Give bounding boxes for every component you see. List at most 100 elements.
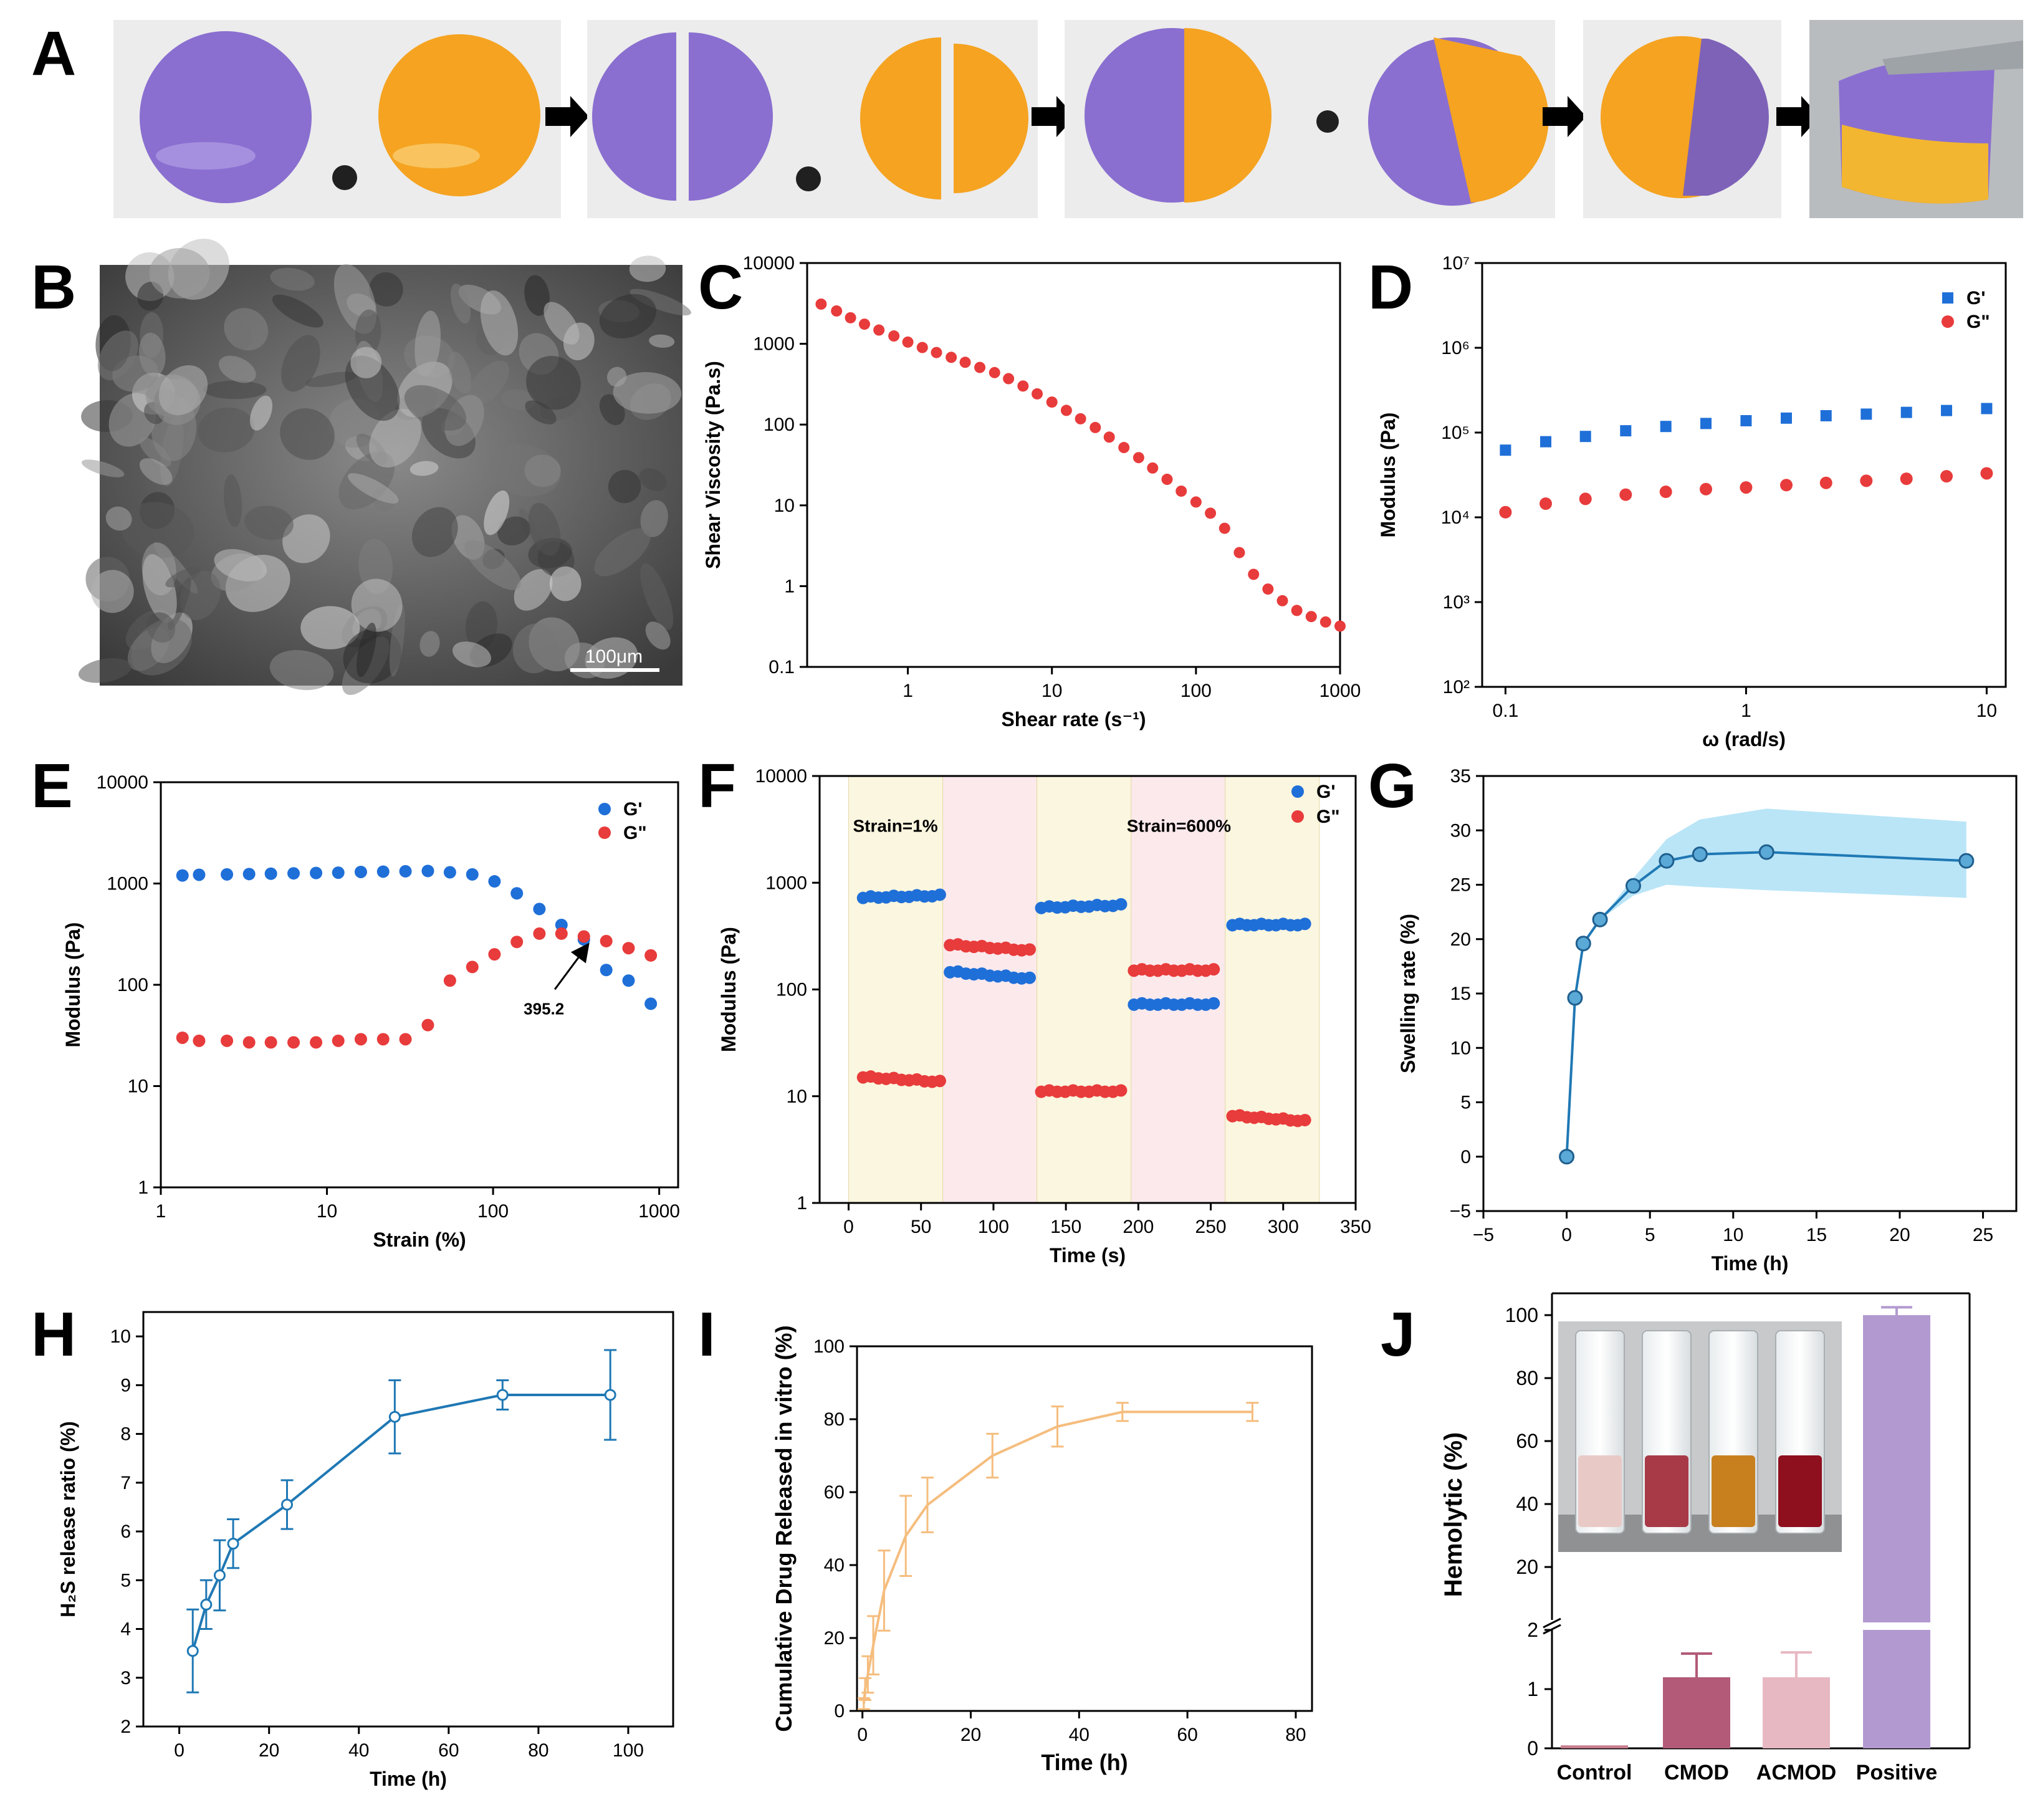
chart-g: −5 0 5 10 15 20 25 −5 0 5 10 15 20 25 30 35 Time (h) Swel… bbox=[1397, 766, 2018, 1275]
y-tick-label: 40 bbox=[1516, 1493, 1538, 1515]
data-point bbox=[1540, 436, 1551, 448]
sem-texture bbox=[78, 238, 691, 695]
y-tick-label: 60 bbox=[1516, 1430, 1538, 1452]
annotation-label: 395.2 bbox=[524, 999, 564, 1018]
data-point bbox=[310, 866, 323, 879]
y-tick-label: 1 bbox=[797, 1193, 807, 1214]
sem-pore bbox=[484, 490, 510, 535]
data-point bbox=[1659, 853, 1675, 869]
x-tick-label: 0 bbox=[843, 1217, 854, 1237]
sem-pore bbox=[640, 563, 674, 630]
data-point bbox=[1060, 405, 1072, 416]
data-point bbox=[1075, 413, 1086, 424]
legend-label: G" bbox=[1966, 312, 1990, 332]
data-point bbox=[242, 1036, 256, 1049]
sem-pore bbox=[639, 468, 667, 491]
sem-pore bbox=[272, 294, 323, 328]
data-point bbox=[1579, 431, 1591, 443]
axis-break-gap bbox=[1543, 1620, 1561, 1629]
panel-letter-e: E bbox=[31, 751, 73, 821]
sem-pore bbox=[158, 365, 208, 416]
x-tick-label: 100 bbox=[477, 1201, 509, 1222]
x-tick-label: 1000 bbox=[1319, 681, 1361, 701]
y-tick-label: 5 bbox=[120, 1570, 131, 1591]
data-point bbox=[1860, 474, 1873, 487]
data-point bbox=[1176, 485, 1187, 497]
sem-pore bbox=[369, 272, 403, 307]
x-tick-label: −5 bbox=[1473, 1225, 1494, 1245]
data-point bbox=[466, 868, 479, 881]
data-point bbox=[1567, 990, 1583, 1006]
x-tick-label: 100 bbox=[613, 1740, 644, 1761]
data-point bbox=[1860, 408, 1872, 420]
data-point bbox=[644, 997, 658, 1010]
sem-pore bbox=[549, 566, 582, 601]
data-point bbox=[1900, 406, 1912, 418]
data-point bbox=[1248, 568, 1260, 580]
y-tick-label: 20 bbox=[1516, 1556, 1538, 1578]
x-tick-label: 200 bbox=[1123, 1217, 1154, 1237]
data-point bbox=[600, 934, 613, 947]
y-axis-label: Modulus (Pa) bbox=[62, 922, 84, 1048]
legend-label: G" bbox=[1316, 807, 1340, 827]
sem-pore bbox=[544, 302, 580, 345]
y-tick-label: 1000 bbox=[753, 334, 795, 355]
data-point bbox=[577, 930, 590, 943]
x-axis-label: Time (s) bbox=[1050, 1244, 1126, 1267]
panel-letter-g: G bbox=[1368, 751, 1417, 821]
y-tick-label: 15 bbox=[1450, 984, 1471, 1004]
legend-label: G' bbox=[623, 799, 642, 820]
y-axis-label: Swelling rate (%) bbox=[1397, 914, 1419, 1073]
y-tick-label: 10⁵ bbox=[1441, 423, 1470, 443]
data-point bbox=[1114, 898, 1128, 911]
sem-pore bbox=[524, 275, 550, 316]
data-point bbox=[287, 1036, 300, 1049]
legend-marker bbox=[598, 826, 611, 839]
x-tick-label: 25 bbox=[1973, 1225, 1993, 1245]
data-point bbox=[242, 868, 256, 881]
panel-a: A bbox=[31, 19, 2023, 218]
data-point bbox=[1625, 878, 1641, 894]
sem-pore bbox=[97, 330, 138, 381]
data-point bbox=[1692, 846, 1708, 863]
bar bbox=[1763, 1677, 1830, 1748]
data-point bbox=[622, 974, 635, 987]
sem-pore bbox=[419, 631, 440, 657]
y-tick-label: 10 bbox=[787, 1086, 807, 1107]
data-point bbox=[815, 298, 827, 310]
category-label: Control bbox=[1557, 1761, 1632, 1784]
panel-letter-a: A bbox=[31, 19, 76, 89]
y-tick-label: 100 bbox=[117, 975, 148, 995]
tube-liquid bbox=[1712, 1455, 1755, 1527]
data-point bbox=[1579, 492, 1592, 505]
data-point bbox=[510, 936, 524, 949]
legend-label: G" bbox=[623, 823, 647, 843]
x-axis-label: Shear rate (s⁻¹) bbox=[1001, 708, 1146, 730]
bar bbox=[1863, 1315, 1930, 1622]
data-point bbox=[600, 964, 613, 977]
data-point bbox=[354, 865, 367, 878]
data-point bbox=[888, 330, 900, 342]
sem-pore bbox=[467, 360, 509, 407]
data-point bbox=[1133, 452, 1144, 464]
data-point bbox=[845, 312, 856, 323]
data-point bbox=[421, 1018, 434, 1032]
plot-frame bbox=[142, 1311, 674, 1728]
sem-pore bbox=[165, 567, 201, 588]
sem-pore bbox=[91, 570, 134, 613]
sem-pore bbox=[526, 355, 581, 410]
y-tick-label: 25 bbox=[1450, 875, 1471, 896]
x-tick-label: 300 bbox=[1268, 1217, 1299, 1237]
x-tick-label: 60 bbox=[438, 1740, 459, 1761]
data-point bbox=[287, 867, 300, 880]
data-point bbox=[1046, 396, 1058, 408]
sem-pore bbox=[203, 380, 267, 400]
data-point bbox=[193, 1034, 206, 1047]
x-tick-label: 1 bbox=[156, 1201, 166, 1222]
category-label: CMOD bbox=[1664, 1761, 1729, 1784]
data-point bbox=[831, 305, 843, 317]
data-point bbox=[858, 318, 870, 330]
data-point bbox=[916, 342, 928, 353]
sem-pore bbox=[514, 569, 553, 611]
chart-c: 1 10 100 1000 0.1 1 10 100 1000 10000 Shear rate (… bbox=[702, 253, 1361, 730]
